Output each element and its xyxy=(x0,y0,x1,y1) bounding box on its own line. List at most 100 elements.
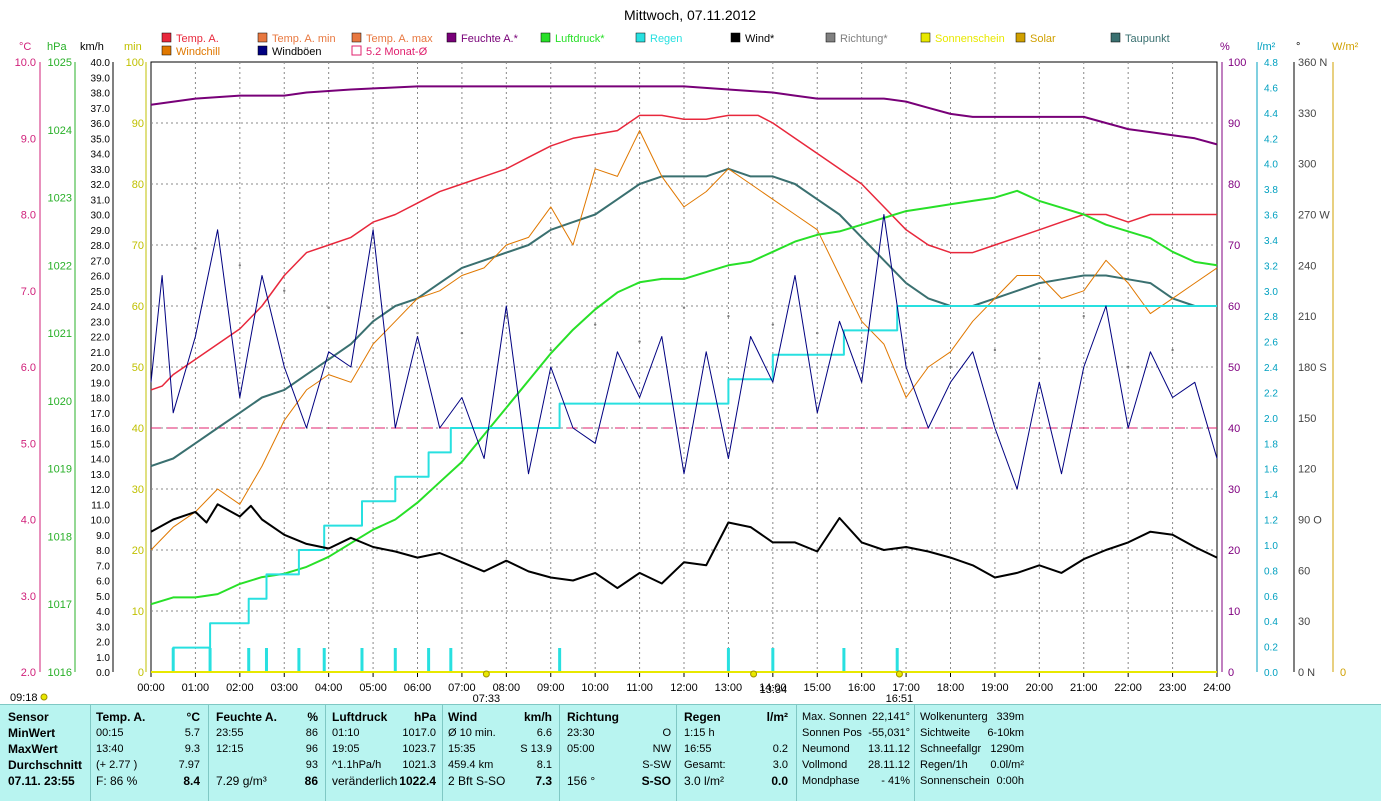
direction-point xyxy=(949,365,952,369)
wind-tick: 11.0 xyxy=(91,500,110,511)
legend-label: Sonnenschein xyxy=(935,33,1005,45)
wind-tick: 9.0 xyxy=(96,531,110,542)
wind-tick: 3.0 xyxy=(96,622,110,633)
rain-tick: 0.0 xyxy=(1264,668,1278,679)
temp-min-time: 00:15 xyxy=(96,727,124,739)
rain-tick: 4.4 xyxy=(1264,109,1278,120)
direction-point xyxy=(549,348,552,352)
wind-tick: 29.0 xyxy=(91,226,111,237)
legend-label: Temp. A. min xyxy=(272,33,336,45)
solar-noon-label: 13:34 xyxy=(760,684,788,696)
sun-marker-icon xyxy=(750,670,758,678)
rain-header: Regen xyxy=(684,710,721,724)
legend-label: 5.2 Monat-Ø xyxy=(366,46,428,58)
x-tick-label: 14:00 xyxy=(759,682,787,694)
x-tick-label: 13:00 xyxy=(715,682,743,694)
wind-tick: 26.0 xyxy=(91,272,111,283)
direction-point xyxy=(283,289,286,292)
humidity-header: Feuchte A. xyxy=(216,710,277,724)
direction-point xyxy=(194,247,197,250)
legend-swatch xyxy=(257,32,268,43)
x-tick-label: 07:00 xyxy=(448,682,476,694)
sun-marker-icon xyxy=(482,670,490,678)
direction-point xyxy=(1171,348,1174,352)
wind-tick: 39.0 xyxy=(91,73,111,84)
x-tick-label: 15:00 xyxy=(803,682,831,694)
pressure-tick: 1019 xyxy=(48,464,72,476)
wind-tick: 31.0 xyxy=(91,195,111,206)
humidity-unit: % xyxy=(307,710,318,724)
solar-axis-unit: W/m² xyxy=(1332,41,1359,53)
x-tick-label: 02:00 xyxy=(226,682,254,694)
direction-min-time: 23:30 xyxy=(567,727,595,739)
wind-tick: 1.0 xyxy=(96,653,110,664)
direction-point xyxy=(1038,357,1041,360)
direction-point xyxy=(771,323,775,326)
direction-point xyxy=(505,314,508,318)
snowline-value: 1290m xyxy=(990,743,1024,755)
axes: °C hPa km/h min% l/m² ° W/m² 10.0 9.0 8.0 7.0 6.0 5.… xyxy=(15,41,1359,679)
legend-label: Windböen xyxy=(272,46,322,58)
sun-marker-icon xyxy=(895,670,903,678)
rain-total-value: 3.0 xyxy=(772,759,788,771)
pressure-max-time: 19:05 xyxy=(332,743,360,755)
direction-point xyxy=(327,306,330,309)
rain-tick: 4.0 xyxy=(1264,160,1278,171)
pressure-axis-unit: hPa xyxy=(47,41,67,53)
moon-phase-value: - 41% xyxy=(881,775,910,787)
wind-unit: km/h xyxy=(523,710,552,724)
series-wind xyxy=(150,503,1218,590)
x-tick-label: 00:00 xyxy=(137,682,165,694)
x-tick-label: 24:00 xyxy=(1203,682,1231,694)
plot-grid xyxy=(150,61,1218,673)
sunrise-label: 07:33 xyxy=(473,693,501,704)
humidity-abs: 7.29 g/m³ xyxy=(216,774,267,788)
temp-tick: 4.0 xyxy=(21,515,36,527)
sun-pos-value: -55,031° xyxy=(868,727,910,739)
direction-max-value: NW xyxy=(652,743,671,755)
rain-tick: 3.2 xyxy=(1264,261,1278,272)
percent-axis-unit: % xyxy=(1220,41,1230,53)
rain-current-value: 0.0 xyxy=(771,774,788,788)
pressure-tick: 1023 xyxy=(48,193,72,205)
pressure-avg-value: 1021.3 xyxy=(402,759,436,771)
direction-point xyxy=(1126,365,1130,369)
sensor-min-label: MinWert xyxy=(8,726,56,740)
series-luftdruck xyxy=(150,189,1218,606)
rain-tick: 1.6 xyxy=(1264,465,1278,476)
x-tick-label: 16:00 xyxy=(848,682,876,694)
min-tick: 50 xyxy=(132,362,144,374)
x-tick-label: 04:00 xyxy=(315,682,343,694)
full-moon-label: Vollmond xyxy=(802,759,848,771)
legend-label: Solar xyxy=(1030,33,1056,45)
legend-label: Regen xyxy=(650,33,682,45)
legend-swatch xyxy=(635,32,646,43)
x-tick-label: 05:00 xyxy=(359,682,387,694)
wind-tick: 19.0 xyxy=(91,378,111,389)
visibility-value: 6-10km xyxy=(987,727,1024,739)
rain-total-label: Gesamt: xyxy=(684,759,726,771)
percent-tick: 80 xyxy=(1228,179,1240,191)
min-tick: 90 xyxy=(132,118,144,130)
wind-tick: 15.0 xyxy=(91,439,111,450)
x-axis: 00:00 01:00 02:00 03:00 04:00 05:00 06:00 07:00… xyxy=(10,670,1231,704)
new-moon-label: Neumond xyxy=(802,743,850,755)
wind-tick: 34.0 xyxy=(91,150,111,161)
percent-tick: 60 xyxy=(1228,301,1240,313)
direction-point xyxy=(727,314,730,318)
sunset-label: 16:51 xyxy=(886,693,914,704)
pressure-unit: hPa xyxy=(413,710,436,724)
direction-header: Richtung xyxy=(567,710,619,724)
series-windb-en xyxy=(150,214,1218,490)
direction-tick: 300 xyxy=(1298,159,1316,171)
sunshine-label: Sonnenschein xyxy=(920,775,990,787)
direction-point xyxy=(460,331,464,335)
temp-max-value: 9.3 xyxy=(184,743,200,755)
rain-tick: 1.2 xyxy=(1264,516,1278,527)
min-tick: 40 xyxy=(132,423,144,435)
pressure-tick: 1020 xyxy=(48,396,72,408)
sensor-max-label: MaxWert xyxy=(8,742,58,756)
percent-tick: 30 xyxy=(1228,484,1240,496)
wind-tick: 23.0 xyxy=(91,317,111,328)
min-tick: 10 xyxy=(132,606,144,618)
